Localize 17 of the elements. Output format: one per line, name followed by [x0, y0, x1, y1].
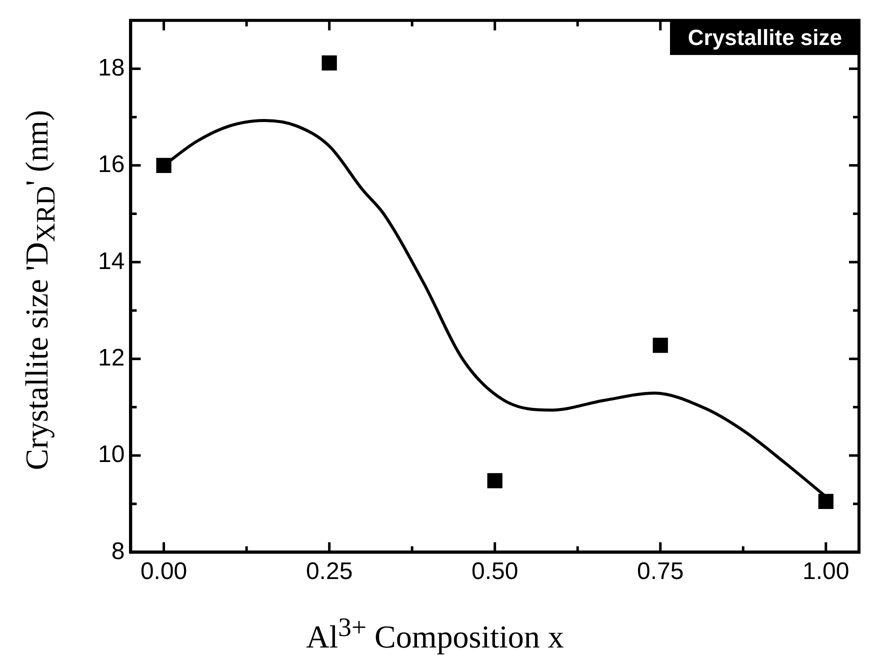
y-tick-label: 16: [98, 151, 125, 178]
point: [322, 55, 337, 71]
x-tick-label: 0.25: [306, 558, 353, 586]
point: [652, 338, 668, 353]
x-tick-label: 0.00: [140, 558, 188, 586]
y-tick-label: 10: [98, 441, 125, 468]
annotation: Crystallite size: [670, 21, 860, 55]
x-tick-label: 0.50: [471, 558, 518, 586]
x-tick-label: 1.00: [802, 558, 850, 586]
x-axis-title: Al$^{3+}$ Composition x: [305, 612, 565, 656]
y-tick-label: 12: [98, 344, 125, 372]
x-tick-label: 0.75: [637, 558, 684, 586]
point: [818, 494, 834, 510]
y-tick-label: 8: [111, 538, 125, 565]
y-tick-label: 18: [98, 54, 125, 82]
point: [487, 473, 502, 488]
y-tick-label: 14: [98, 248, 125, 275]
